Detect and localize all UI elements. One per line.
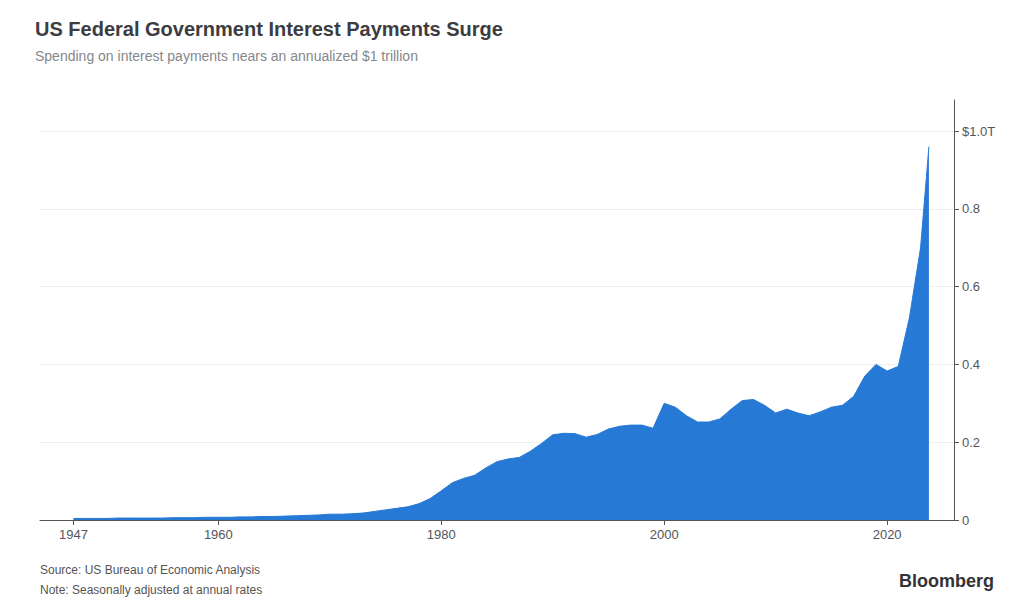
svg-text:0.4: 0.4	[962, 357, 980, 372]
svg-text:0.8: 0.8	[962, 201, 980, 216]
svg-text:1960: 1960	[204, 527, 233, 542]
svg-text:1947: 1947	[59, 527, 88, 542]
svg-text:0.6: 0.6	[962, 279, 980, 294]
svg-text:$1.0T: $1.0T	[962, 124, 995, 139]
svg-text:Note: Seasonally adjusted at a: Note: Seasonally adjusted at annual rate…	[40, 583, 262, 597]
svg-text:2000: 2000	[650, 527, 679, 542]
svg-text:US Federal Government Interest: US Federal Government Interest Payments …	[35, 18, 503, 40]
svg-text:0: 0	[962, 513, 969, 528]
svg-text:1980: 1980	[427, 527, 456, 542]
svg-text:0.2: 0.2	[962, 435, 980, 450]
svg-text:Spending on interest payments: Spending on interest payments nears an a…	[35, 48, 418, 64]
svg-text:Bloomberg: Bloomberg	[899, 571, 994, 591]
svg-text:2020: 2020	[873, 527, 902, 542]
svg-text:Source: US Bureau of Economic: Source: US Bureau of Economic Analysis	[40, 563, 260, 577]
